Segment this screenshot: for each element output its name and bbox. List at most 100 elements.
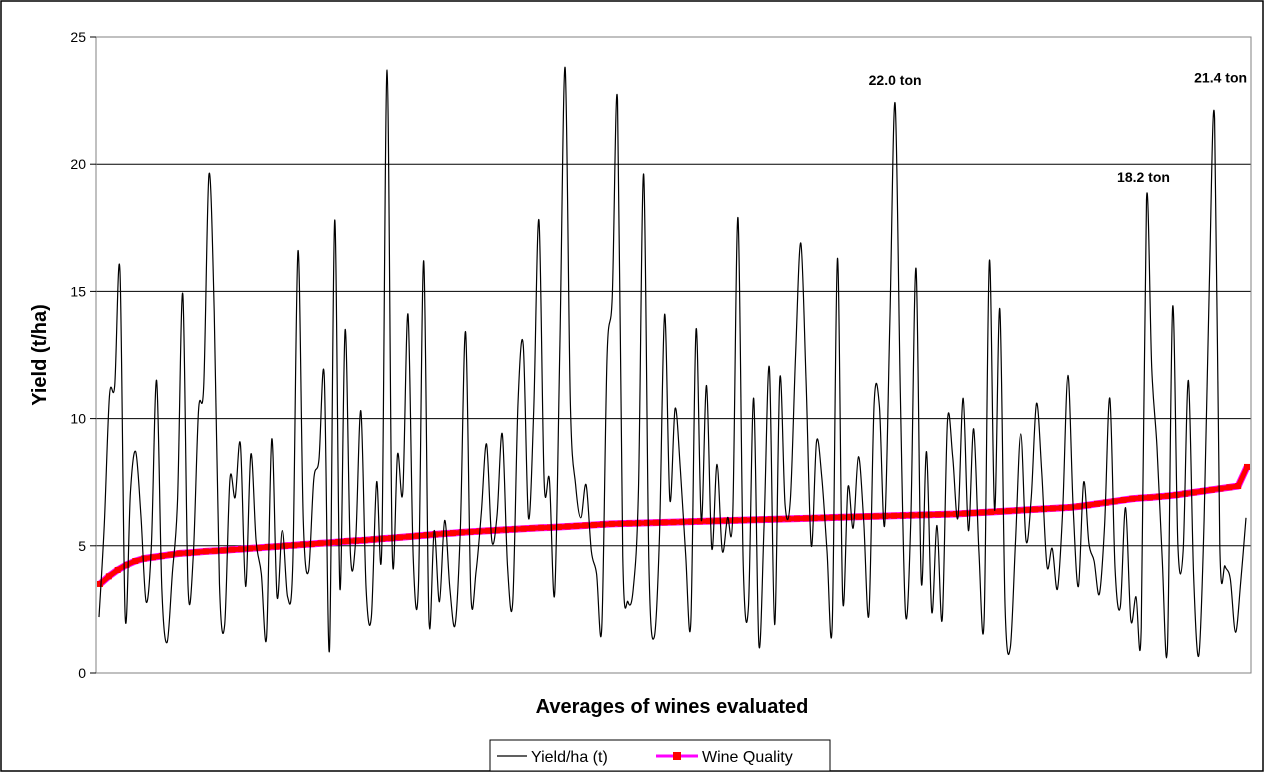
wine-quality-point xyxy=(335,538,342,545)
wine-quality-point xyxy=(520,525,527,532)
wine-quality-point xyxy=(1005,507,1012,514)
wine-quality-point xyxy=(458,529,465,536)
wine-quality-point xyxy=(952,511,959,517)
wine-quality-point xyxy=(935,511,942,518)
wine-quality-point xyxy=(220,547,227,554)
wine-quality-point xyxy=(282,542,289,549)
wine-quality-point xyxy=(802,515,809,522)
wine-quality-point xyxy=(326,539,333,546)
series-layer xyxy=(97,66,1251,659)
wine-quality-point xyxy=(414,532,421,539)
wine-quality-point xyxy=(696,518,703,525)
wine-quality-point xyxy=(1226,484,1233,491)
wine-quality-point xyxy=(494,527,501,534)
y-axis-title: Yield (t/ha) xyxy=(29,304,51,405)
wine-quality-point xyxy=(873,513,880,520)
wine-quality-point xyxy=(944,511,951,518)
wine-quality-point xyxy=(1199,488,1206,495)
wine-quality-point xyxy=(132,558,139,565)
wine-quality-point xyxy=(767,516,774,523)
wine-quality-point xyxy=(996,508,1003,515)
wine-quality-point xyxy=(829,514,836,521)
wine-quality-point xyxy=(679,518,686,525)
wine-quality-point xyxy=(1032,506,1039,513)
wine-quality-point xyxy=(644,519,651,526)
wine-quality-point xyxy=(714,517,721,524)
wine-quality-point xyxy=(388,535,395,542)
wine-quality-point xyxy=(211,547,218,554)
wine-quality-point xyxy=(652,519,659,526)
legend-label-yield: Yield/ha (t) xyxy=(531,749,608,766)
wine-quality-point xyxy=(688,518,695,525)
wine-quality-point xyxy=(988,508,995,515)
y-axis: 0 5 10 15 20 25 xyxy=(70,29,96,681)
wine-quality-point xyxy=(1146,494,1153,501)
wine-quality-point xyxy=(599,521,606,528)
wine-quality-point xyxy=(105,573,112,580)
wine-quality-point xyxy=(917,512,924,519)
wine-quality-point xyxy=(317,540,324,547)
wine-quality-point xyxy=(608,520,615,527)
wine-quality-point xyxy=(546,524,553,531)
wine-quality-point xyxy=(626,520,633,527)
wine-quality-point xyxy=(273,543,280,550)
wine-quality-point xyxy=(794,515,801,522)
wine-quality-point xyxy=(396,534,403,541)
wine-quality-point xyxy=(741,517,748,524)
gridlines xyxy=(96,163,1251,547)
wine-quality-point xyxy=(1085,502,1092,509)
wine-quality-point xyxy=(591,521,598,528)
wine-quality-point xyxy=(299,541,306,548)
annotation-label: 22.0 ton xyxy=(869,72,922,88)
wine-quality-point xyxy=(246,545,253,552)
wine-quality-point xyxy=(635,520,642,527)
wine-quality-point xyxy=(1067,504,1074,511)
x-axis-title: Averages of wines evaluated xyxy=(536,696,809,718)
legend-label-quality: Wine Quality xyxy=(702,749,793,766)
wine-quality-point xyxy=(176,550,183,557)
wine-quality-point xyxy=(158,552,165,559)
wine-quality-point xyxy=(846,514,853,521)
wine-quality-point xyxy=(1235,483,1242,490)
wine-quality-point xyxy=(255,544,262,551)
y-tick-label: 20 xyxy=(70,156,86,172)
wine-quality-point xyxy=(229,546,236,553)
wine-quality-point xyxy=(820,514,827,521)
wine-quality-point xyxy=(555,523,562,530)
wine-quality-point xyxy=(423,532,430,539)
wine-quality-point xyxy=(1138,494,1145,501)
wine-quality-point xyxy=(758,516,765,523)
wine-quality-point xyxy=(344,538,351,545)
wine-quality-point xyxy=(167,551,174,558)
y-tick-label: 10 xyxy=(70,411,86,427)
plot-area xyxy=(95,36,1252,674)
wine-quality-point xyxy=(114,566,121,573)
annotation-label: 18.2 ton xyxy=(1117,169,1170,185)
wine-quality-point xyxy=(891,512,898,519)
wine-quality-point xyxy=(194,549,201,556)
wine-quality-point xyxy=(1164,492,1171,499)
wine-quality-point xyxy=(1058,504,1065,511)
wine-quality-point xyxy=(1120,497,1127,504)
series-yield-line xyxy=(98,66,1247,659)
wine-quality-point xyxy=(573,522,580,529)
wine-quality-point xyxy=(123,561,130,568)
wine-quality-point xyxy=(185,549,192,556)
wine-quality-point xyxy=(864,513,871,520)
wine-quality-point xyxy=(202,548,209,555)
wine-quality-point xyxy=(961,510,968,517)
wine-quality-point xyxy=(979,509,986,516)
wine-quality-point xyxy=(441,530,448,537)
wine-quality-point xyxy=(1217,485,1224,492)
wine-quality-point xyxy=(149,554,156,561)
y-tick-label: 0 xyxy=(78,665,86,681)
wine-quality-point xyxy=(732,517,739,524)
wine-quality-point xyxy=(617,520,624,527)
wine-quality-point xyxy=(467,528,474,535)
wine-quality-point xyxy=(1129,495,1136,502)
annotations: 22.0 ton 18.2 ton 21.4 ton xyxy=(869,69,1247,184)
legend: Yield/ha (t) Wine Quality xyxy=(489,739,831,772)
wine-quality-point xyxy=(449,530,456,537)
